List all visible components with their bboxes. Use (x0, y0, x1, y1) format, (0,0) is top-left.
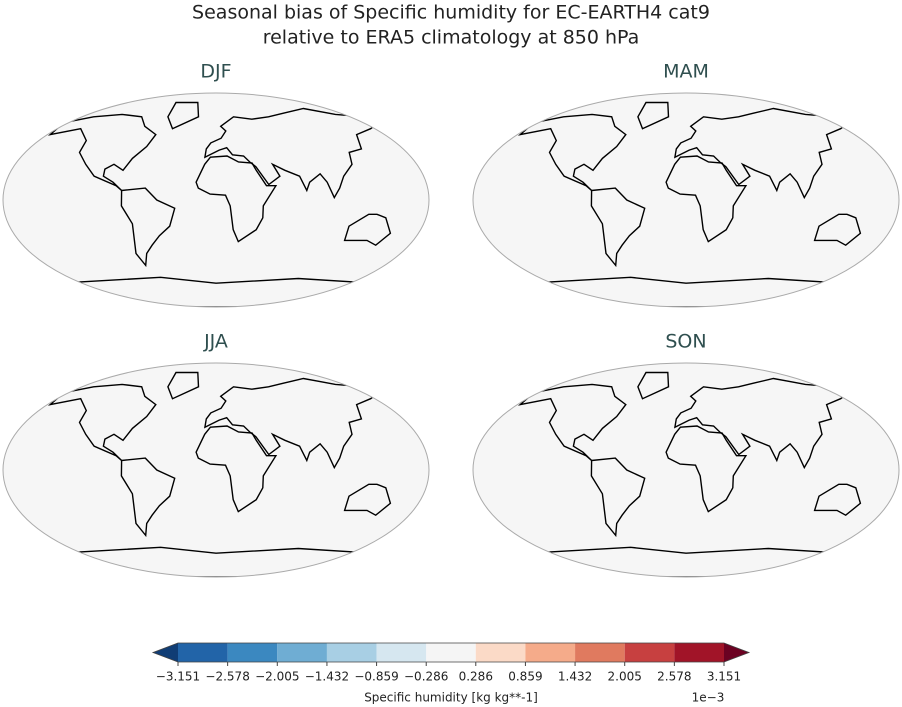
coastline (343, 483, 392, 517)
colorbar-offset: 1e−3 (692, 691, 725, 705)
colorbar-tick-label: −1.432 (305, 670, 349, 684)
coastline (637, 371, 670, 400)
coastlines (517, 101, 862, 307)
colorbar-tick-label: 2.005 (608, 670, 642, 684)
colorbar-tick-label: −0.859 (354, 670, 398, 684)
panel-title: JJA (203, 331, 228, 353)
figure-title: relative to ERA5 climatology at 850 hPa (263, 27, 640, 49)
map-border (2, 92, 430, 308)
colorbar-tick-label: 2.578 (657, 670, 691, 684)
map (2, 362, 430, 578)
coastlines (517, 371, 862, 577)
coastline (517, 113, 627, 192)
coastline (167, 101, 200, 130)
coastline (120, 187, 176, 268)
map (472, 362, 900, 578)
map-background (3, 93, 429, 307)
coastline (120, 457, 176, 538)
map (2, 92, 430, 308)
coastline (58, 546, 374, 577)
colorbar-tick-label: −3.151 (156, 670, 200, 684)
colorbar-tick-label: 1.432 (558, 670, 592, 684)
coastline (167, 371, 200, 400)
map-border (472, 92, 900, 308)
coastline (590, 457, 646, 538)
colorbar-tick-label: −2.005 (255, 670, 299, 684)
coastline (528, 546, 844, 577)
coastlines (47, 101, 392, 307)
colorbar-bin (575, 643, 625, 662)
colorbar-bin (674, 643, 724, 662)
map-background (3, 363, 429, 577)
coastline (195, 425, 278, 513)
coastline (47, 113, 157, 192)
colorbar-bin (277, 643, 327, 662)
colorbar-tick-label: −0.286 (404, 670, 448, 684)
coastline (517, 383, 627, 462)
panel-title: SON (665, 331, 706, 353)
coastlines (47, 371, 392, 577)
colorbar-tick-label: 0.286 (459, 670, 493, 684)
coastline (203, 107, 383, 200)
coastline (195, 155, 278, 243)
colorbar-bin (525, 643, 576, 662)
panel-title: DJF (200, 61, 231, 83)
colorbar-bin (326, 643, 377, 662)
colorbar-bin (376, 643, 427, 662)
panel-title: MAM (663, 61, 709, 83)
colorbar-bin (475, 643, 526, 662)
colorbar-label: Specific humidity [kg kg**-1] (364, 691, 538, 705)
coastline (528, 276, 844, 307)
map (472, 92, 900, 308)
coastline (590, 187, 646, 268)
map-border (472, 362, 900, 578)
figure-title: Seasonal bias of Specific humidity for E… (192, 2, 710, 24)
colorbar-bin (426, 643, 476, 662)
coastline (47, 383, 157, 462)
coastline (665, 425, 748, 513)
coastline (637, 101, 670, 130)
coastline (343, 213, 392, 247)
colorbar-bin (624, 643, 675, 662)
coastline (813, 213, 862, 247)
map-background (473, 93, 899, 307)
coastline (203, 377, 383, 470)
coastline (673, 107, 853, 200)
coastline (58, 276, 374, 307)
colorbar-tick-label: −2.578 (205, 670, 249, 684)
map-border (2, 362, 430, 578)
colorbar-tick-label: 0.859 (508, 670, 542, 684)
colorbar-extend-max (724, 643, 749, 662)
coastline (813, 483, 862, 517)
colorbar-extend-min (153, 643, 178, 662)
colorbar-tick-label: 3.151 (707, 670, 741, 684)
colorbar-bin (178, 643, 228, 662)
coastline (665, 155, 748, 243)
coastline (673, 377, 853, 470)
colorbar-bin (227, 643, 278, 662)
map-background (473, 363, 899, 577)
